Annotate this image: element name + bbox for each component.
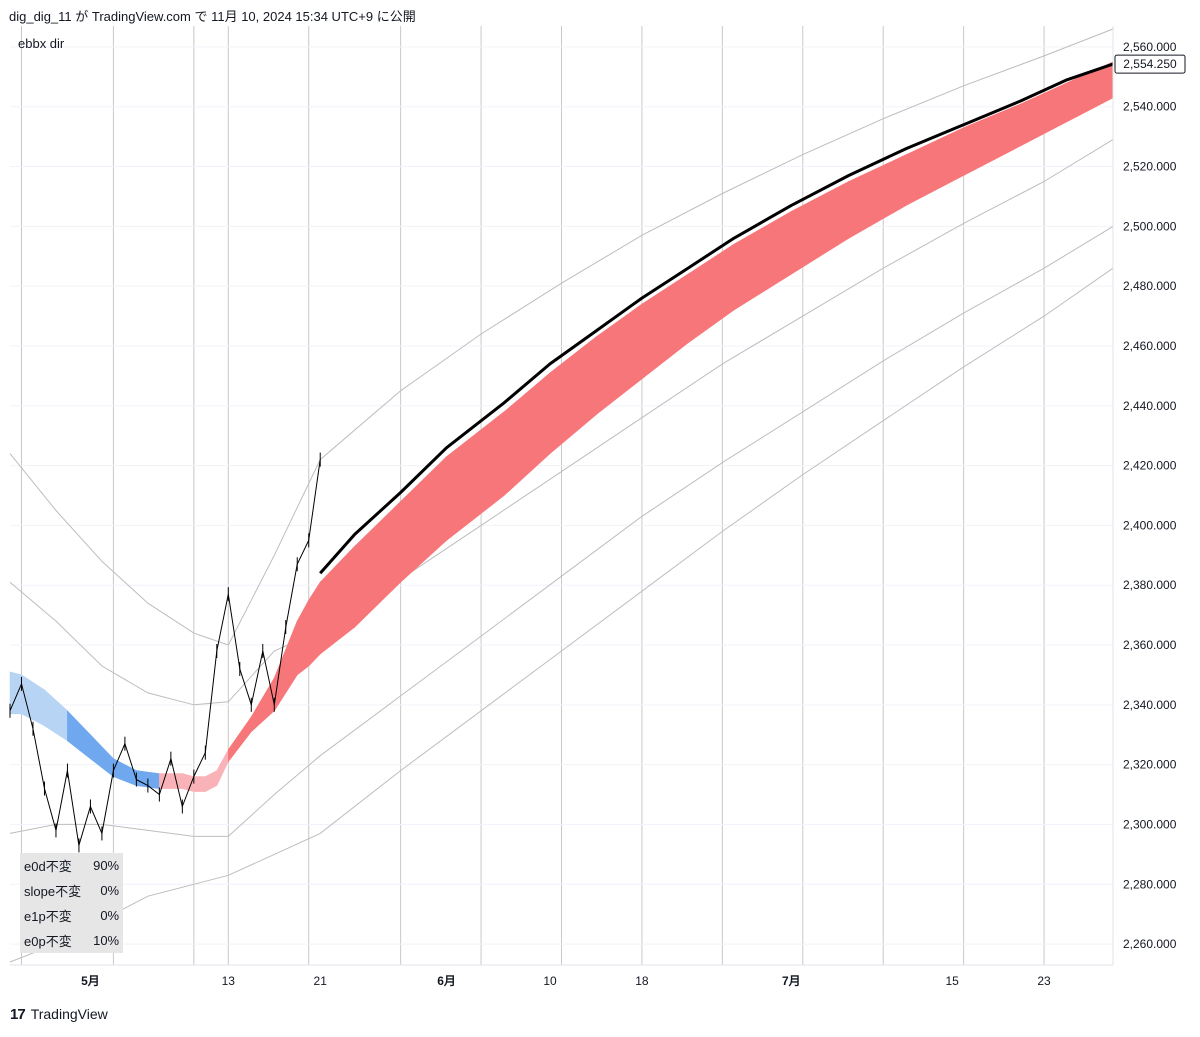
band-segment	[595, 303, 643, 416]
band-segment	[67, 710, 91, 760]
band-segment	[21, 674, 45, 727]
envelope-lines	[9, 28, 1114, 963]
x-tick-label: 10	[543, 974, 557, 988]
stats-row: e1p不変 0%	[20, 903, 123, 928]
band-segment	[205, 770, 218, 793]
publish-header: dig_dig_11 が TradingView.com で 11月 10, 2…	[9, 9, 416, 24]
band-segment	[296, 600, 310, 676]
band-segment	[446, 411, 505, 542]
x-axis-labels: 5月 13 21 6月 10 18 7月 15 23	[81, 974, 1051, 988]
stats-value: 0%	[100, 883, 120, 898]
stats-row: e0p不変 10%	[20, 928, 123, 953]
x-tick-label: 6月	[437, 974, 456, 988]
y-tick-label: 2,440.000	[1123, 399, 1177, 413]
band-segment	[90, 733, 114, 778]
last-price-label: 2,554.250	[1123, 57, 1177, 71]
band-segment	[790, 181, 850, 275]
x-tick-label: 23	[1037, 974, 1051, 988]
y-tick-label: 2,380.000	[1123, 578, 1177, 592]
x-tick-label: 5月	[81, 974, 100, 988]
stats-label: e0d不変	[24, 859, 72, 874]
band-segment	[216, 749, 229, 786]
stats-value: 0%	[100, 908, 120, 923]
y-tick-label: 2,280.000	[1123, 877, 1177, 891]
y-tick-label: 2,260.000	[1123, 937, 1177, 951]
tradingview-logo-icon: 17	[10, 1005, 26, 1023]
envelope-line	[9, 225, 1114, 837]
stats-row: slope不変 0%	[20, 878, 123, 903]
indicator-name: ebbx dir	[18, 36, 65, 51]
y-tick-label: 2,420.000	[1123, 459, 1177, 473]
projection-line	[319, 62, 1114, 575]
last-price-box	[1114, 54, 1186, 74]
band-segment	[159, 773, 183, 789]
band-segment	[44, 689, 68, 742]
stats-label: e0p不変	[24, 934, 72, 949]
stats-value: 10%	[93, 933, 120, 948]
band-segment	[273, 620, 298, 712]
x-tick-label: 15	[945, 974, 959, 988]
band-segment	[319, 545, 356, 655]
band-segment	[193, 776, 206, 792]
y-tick-label: 2,480.000	[1123, 279, 1177, 293]
band-segment	[905, 127, 964, 206]
band-segment	[687, 243, 735, 344]
y-tick-label: 2,360.000	[1123, 638, 1177, 652]
x-tick-label: 7月	[782, 974, 801, 988]
x-tick-label: 13	[222, 974, 236, 988]
y-tick-label: 2,400.000	[1123, 518, 1177, 532]
band-segment	[549, 336, 597, 455]
band-segment	[228, 715, 252, 763]
envelope-line	[9, 28, 1114, 646]
band-segment	[503, 372, 551, 497]
stats-label: slope不変	[24, 884, 82, 899]
envelope-line	[9, 139, 1114, 706]
price-line	[9, 459, 321, 846]
y-tick-label: 2,540.000	[1123, 100, 1177, 114]
band-segment	[963, 103, 1022, 176]
y-tick-label: 2,300.000	[1123, 817, 1177, 831]
price-series	[9, 452, 321, 853]
band-segment	[641, 273, 689, 380]
tradingview-brand-label: TradingView	[30, 1006, 108, 1022]
band-segment	[848, 154, 907, 239]
horizontal-gridlines	[10, 46, 1113, 945]
band-segment	[354, 500, 401, 628]
x-tick-label: 18	[635, 974, 649, 988]
y-axis-labels: 2,560.000 2,540.000 2,520.000 2,500.000 2,48…	[1123, 40, 1177, 951]
y-tick-label: 2,500.000	[1123, 219, 1177, 233]
deviation-band	[9, 61, 1114, 793]
y-tick-label: 2,340.000	[1123, 698, 1177, 712]
y-tick-label: 2,320.000	[1123, 758, 1177, 772]
stats-value: 90%	[93, 858, 120, 873]
envelope-line	[9, 267, 1114, 963]
stats-label: e1p不変	[24, 909, 72, 924]
y-tick-label: 2,460.000	[1123, 339, 1177, 353]
stats-table: e0d不変 90% slope不変 0% e1p不変 0% e0p不変 10%	[20, 853, 124, 953]
stats-row: e0d不変 90%	[20, 853, 123, 878]
x-tick-label: 21	[314, 974, 328, 988]
band-segment	[308, 581, 321, 667]
footer-brand[interactable]: 17 TradingView	[10, 1004, 108, 1024]
y-tick-label: 2,560.000	[1123, 40, 1177, 54]
y-tick-label: 2,520.000	[1123, 160, 1177, 174]
band-segment	[182, 773, 195, 792]
last-price-marker: 2,554.250	[1114, 54, 1186, 74]
projection-series	[319, 62, 1114, 575]
